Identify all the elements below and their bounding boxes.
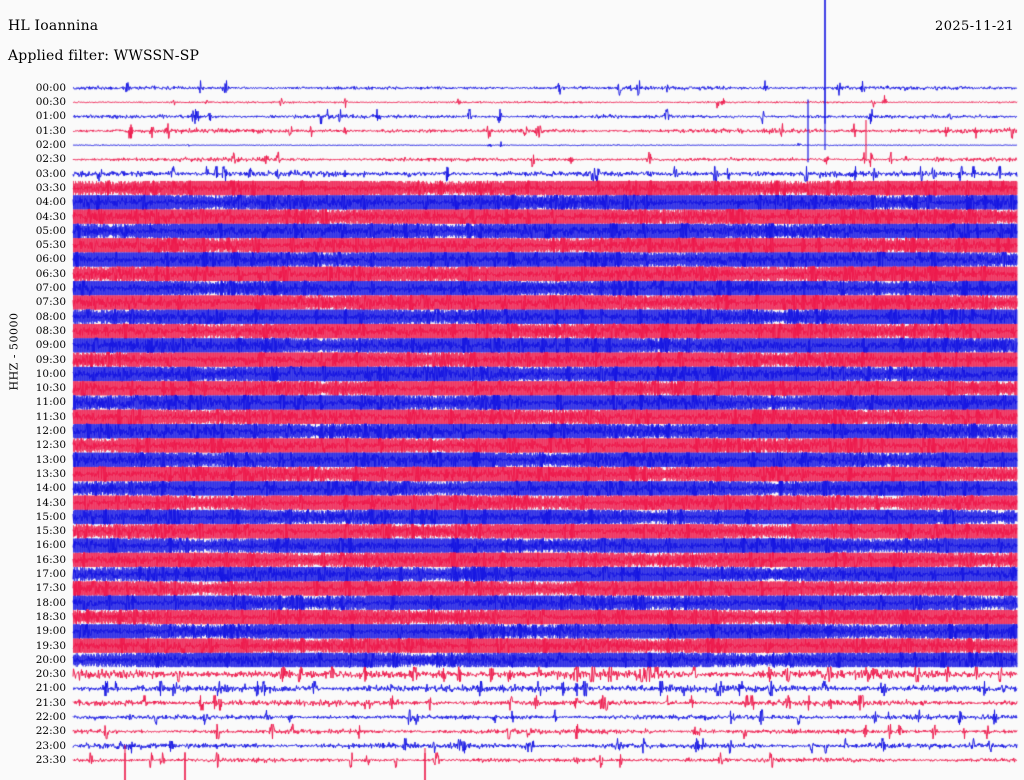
seismogram-canvas <box>0 0 1024 780</box>
helicorder-page: HL Ioannina 2025-11-21 Applied filter: W… <box>0 0 1024 780</box>
